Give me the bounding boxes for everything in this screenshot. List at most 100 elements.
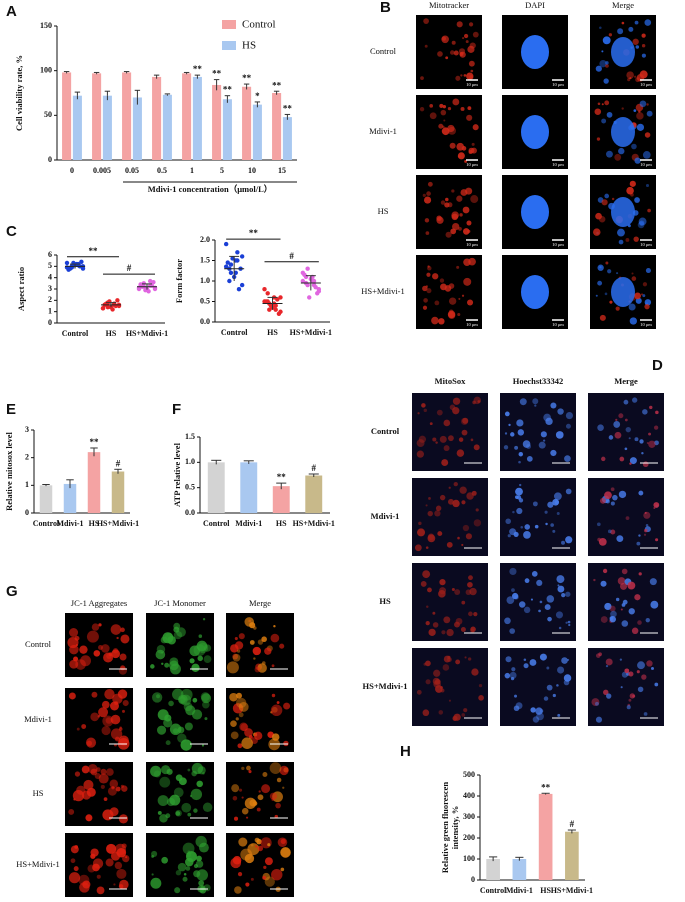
cell-signal bbox=[440, 109, 447, 116]
cell-signal bbox=[443, 616, 451, 624]
cell-signal bbox=[244, 728, 253, 737]
cell-signal bbox=[471, 668, 479, 676]
point bbox=[305, 266, 310, 271]
cell-signal bbox=[81, 724, 87, 729]
cell-signal bbox=[423, 408, 428, 413]
cell-signal bbox=[439, 103, 444, 108]
point bbox=[148, 278, 153, 284]
cell-signal bbox=[157, 795, 169, 806]
cell-signal bbox=[544, 510, 548, 514]
cell-signal bbox=[177, 726, 185, 734]
point bbox=[278, 295, 283, 300]
cell-signal bbox=[70, 845, 79, 854]
cell-signal bbox=[437, 531, 443, 537]
cell-signal bbox=[468, 657, 472, 661]
cell-signal bbox=[239, 722, 248, 732]
cell-signal bbox=[471, 142, 475, 146]
cell-signal bbox=[106, 843, 117, 854]
cell-signal bbox=[543, 439, 546, 442]
cell-signal bbox=[79, 882, 90, 893]
cell-signal bbox=[200, 692, 210, 702]
point bbox=[230, 256, 235, 261]
cell-signal bbox=[73, 866, 79, 872]
cell-signal bbox=[531, 571, 538, 577]
cell-signal bbox=[555, 611, 564, 619]
cell-signal bbox=[423, 18, 429, 24]
cell-signal bbox=[283, 740, 289, 747]
cell-signal bbox=[459, 213, 463, 217]
cell-signal bbox=[118, 884, 124, 889]
point bbox=[80, 266, 86, 271]
cell-signal bbox=[445, 197, 449, 202]
cell-signal bbox=[545, 522, 548, 526]
cell-signal bbox=[438, 590, 446, 598]
significance: ** bbox=[249, 228, 259, 238]
cell-signal bbox=[114, 861, 123, 870]
cell-signal bbox=[426, 272, 431, 277]
significance: # bbox=[570, 819, 575, 829]
cell-signal bbox=[237, 743, 243, 749]
cell-signal bbox=[448, 297, 457, 305]
cell-signal bbox=[515, 702, 523, 710]
cell-signal bbox=[609, 605, 616, 612]
cell-signal bbox=[180, 739, 192, 751]
nucleus bbox=[521, 115, 549, 149]
y-tick-label: 6 bbox=[48, 250, 52, 259]
bar bbox=[282, 117, 292, 160]
scale-label: 10 μm bbox=[552, 242, 564, 247]
y-axis-label: intensity, % bbox=[450, 806, 460, 849]
cell-signal bbox=[446, 628, 454, 637]
bar bbox=[538, 793, 553, 880]
nucleus bbox=[521, 275, 549, 309]
cell-signal bbox=[463, 708, 468, 713]
cell-signal bbox=[468, 22, 474, 27]
cell-signal bbox=[593, 578, 596, 582]
cell-signal bbox=[250, 843, 254, 847]
cell-signal bbox=[461, 294, 465, 297]
cell-signal bbox=[189, 645, 201, 657]
cell-signal bbox=[625, 238, 630, 242]
column-title: Merge bbox=[249, 598, 271, 608]
cell-signal bbox=[67, 636, 79, 649]
cell-signal bbox=[458, 297, 461, 300]
micrograph bbox=[500, 478, 576, 556]
cell-signal bbox=[628, 698, 632, 702]
cell-signal bbox=[472, 31, 479, 38]
cell-signal bbox=[645, 267, 651, 274]
cell-signal bbox=[115, 786, 121, 792]
cell-signal bbox=[429, 422, 433, 426]
cell-signal bbox=[644, 528, 648, 533]
cell-signal bbox=[605, 499, 610, 504]
cell-signal bbox=[514, 595, 519, 600]
micrograph bbox=[416, 175, 482, 249]
cell-signal bbox=[597, 280, 603, 286]
cell-signal bbox=[637, 221, 645, 229]
cell-signal bbox=[202, 771, 205, 775]
row-label: HS+Mdivi-1 bbox=[363, 681, 408, 691]
cell-signal bbox=[599, 314, 606, 321]
cell-signal bbox=[283, 702, 291, 710]
cell-signal bbox=[565, 423, 571, 429]
cell-signal bbox=[276, 777, 282, 783]
cell-signal bbox=[595, 212, 602, 220]
cell-signal bbox=[635, 297, 642, 304]
cell-signal bbox=[534, 404, 537, 407]
cell-signal bbox=[530, 707, 536, 713]
significance: # bbox=[312, 463, 317, 473]
cell-signal bbox=[614, 153, 622, 161]
cell-signal bbox=[122, 699, 129, 707]
cell-signal bbox=[641, 53, 646, 58]
cell-signal bbox=[465, 533, 472, 540]
cell-signal bbox=[189, 658, 195, 664]
cell-signal bbox=[428, 497, 431, 500]
cell-signal bbox=[454, 589, 461, 596]
cell-signal bbox=[248, 735, 253, 739]
cell-signal bbox=[248, 770, 252, 774]
cell-signal bbox=[617, 228, 625, 237]
cell-signal bbox=[436, 409, 443, 416]
cell-signal bbox=[461, 543, 464, 547]
cell-signal bbox=[604, 100, 610, 106]
cell-signal bbox=[241, 807, 249, 815]
significance: ** bbox=[242, 73, 252, 83]
cell-signal bbox=[68, 692, 76, 700]
